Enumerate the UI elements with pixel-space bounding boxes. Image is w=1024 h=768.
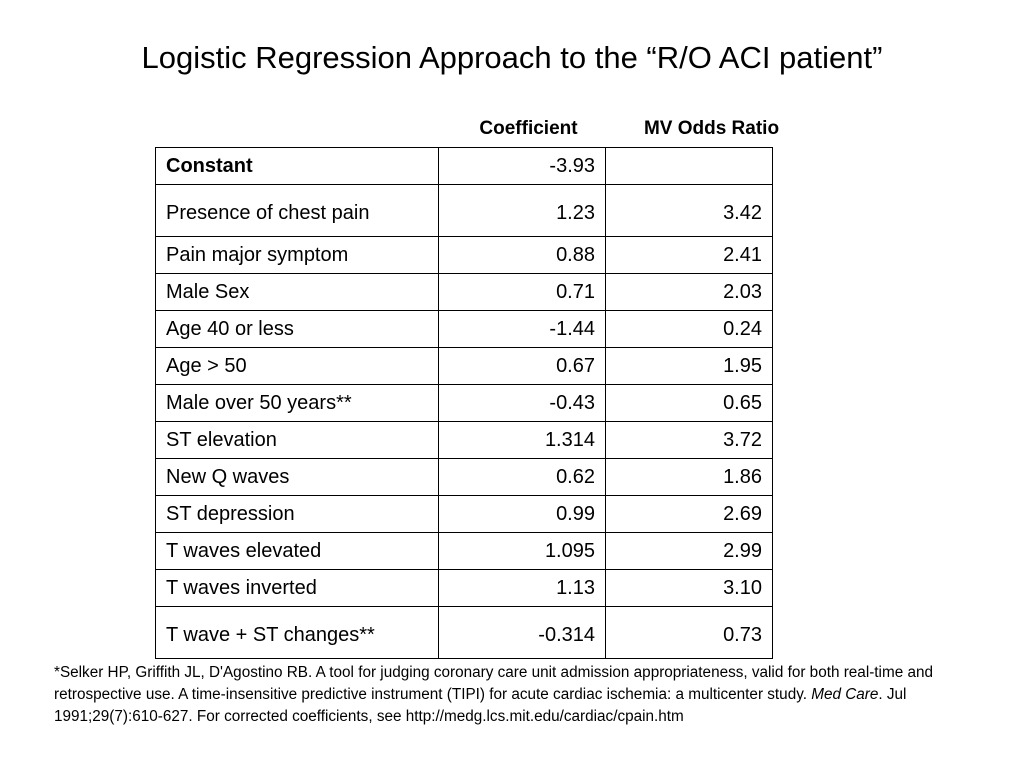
odds-ratio-cell: 3.72 <box>605 421 773 459</box>
footnote-journal: Med Care <box>811 686 879 703</box>
odds-ratio-cell: 0.24 <box>605 310 773 348</box>
footnote: *Selker HP, Griffith JL, D'Agostino RB. … <box>54 662 972 728</box>
table-header: Coefficient MV Odds Ratio <box>437 118 803 140</box>
variable-cell: Age 40 or less <box>155 310 439 348</box>
coefficient-cell: 0.67 <box>438 347 606 385</box>
odds-ratio-cell: 0.65 <box>605 384 773 422</box>
table-row: Presence of chest pain 1.23 3.42 <box>155 184 773 237</box>
odds-ratio-cell: 3.42 <box>605 184 773 237</box>
variable-cell: Presence of chest pain <box>155 184 439 237</box>
coefficient-cell: 0.88 <box>438 236 606 274</box>
coefficient-cell: 1.13 <box>438 569 606 607</box>
coefficient-cell: -0.314 <box>438 606 606 659</box>
table-row: T waves inverted 1.13 3.10 <box>155 569 773 607</box>
odds-ratio-cell: 2.41 <box>605 236 773 274</box>
odds-ratio-cell: 2.03 <box>605 273 773 311</box>
odds-ratio-cell: 2.99 <box>605 532 773 570</box>
table-row: Male over 50 years** -0.43 0.65 <box>155 384 773 422</box>
variable-cell: New Q waves <box>155 458 439 496</box>
table-row: New Q waves 0.62 1.86 <box>155 458 773 496</box>
coefficient-cell: -0.43 <box>438 384 606 422</box>
odds-ratio-cell <box>605 147 773 185</box>
coefficient-cell: 1.314 <box>438 421 606 459</box>
table-row: ST elevation 1.314 3.72 <box>155 421 773 459</box>
table-row: Male Sex 0.71 2.03 <box>155 273 773 311</box>
variable-cell: T wave + ST changes** <box>155 606 439 659</box>
variable-cell: ST elevation <box>155 421 439 459</box>
column-header: Coefficient <box>479 118 578 139</box>
variable-cell: T waves elevated <box>155 532 439 570</box>
odds-ratio-cell: 1.86 <box>605 458 773 496</box>
table-row: T waves elevated 1.095 2.99 <box>155 532 773 570</box>
coefficient-cell: 0.62 <box>438 458 606 496</box>
variable-cell: T waves inverted <box>155 569 439 607</box>
odds-ratio-cell: 1.95 <box>605 347 773 385</box>
coefficient-cell: 0.71 <box>438 273 606 311</box>
odds-ratio-cell: 0.73 <box>605 606 773 659</box>
coefficient-cell: 1.23 <box>438 184 606 237</box>
coefficient-cell: -1.44 <box>438 310 606 348</box>
table-row: Age 40 or less -1.44 0.24 <box>155 310 773 348</box>
odds-ratio-cell: 2.69 <box>605 495 773 533</box>
column-header: MV Odds Ratio <box>643 118 780 139</box>
variable-cell: Male Sex <box>155 273 439 311</box>
table-row: Constant -3.93 <box>155 147 773 185</box>
odds-ratio-cell: 3.10 <box>605 569 773 607</box>
variable-cell: Male over 50 years** <box>155 384 439 422</box>
variable-cell: Constant <box>155 147 439 185</box>
coefficient-cell: 1.095 <box>438 532 606 570</box>
table-row: Pain major symptom 0.88 2.41 <box>155 236 773 274</box>
table-row: Age > 50 0.67 1.95 <box>155 347 773 385</box>
footnote-text: . Jul 1991;29(7):610-627. For corrected … <box>54 686 907 725</box>
footnote-text: *Selker HP, Griffith JL, D'Agostino RB. … <box>54 664 933 703</box>
slide-title: Logistic Regression Approach to the “R/O… <box>141 40 883 75</box>
coefficient-cell: -3.93 <box>438 147 606 185</box>
variable-cell: Age > 50 <box>155 347 439 385</box>
coefficient-table: Constant -3.93 Presence of chest pain 1.23 3… <box>155 147 773 659</box>
coefficient-cell: 0.99 <box>438 495 606 533</box>
variable-cell: Pain major symptom <box>155 236 439 274</box>
variable-cell: ST depression <box>155 495 439 533</box>
table-row: T wave + ST changes** -0.314 0.73 <box>155 606 773 659</box>
table-row: ST depression 0.99 2.69 <box>155 495 773 533</box>
